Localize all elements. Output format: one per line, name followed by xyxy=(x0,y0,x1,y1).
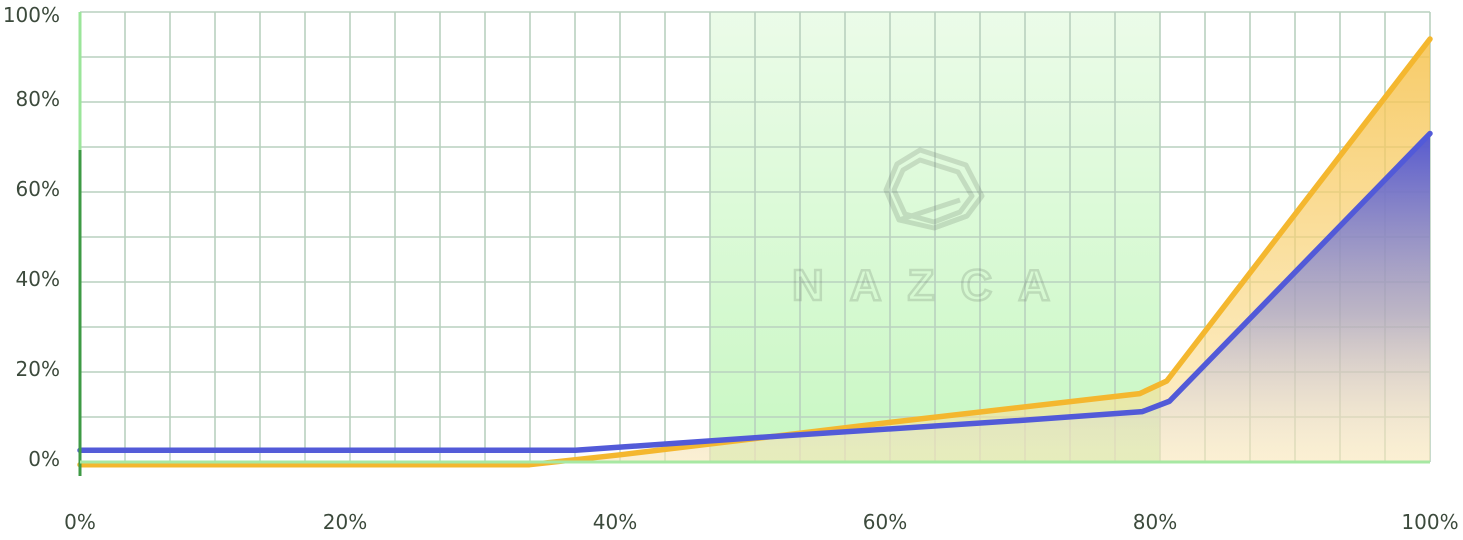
x-tick-label: 40% xyxy=(593,510,637,534)
watermark-text: NAZCA xyxy=(792,261,1076,310)
nazca-logo-icon xyxy=(883,147,985,231)
series-line-1 xyxy=(77,36,1433,468)
x-tick-label: 100% xyxy=(1401,510,1458,534)
x-tick-label: 80% xyxy=(1133,510,1177,534)
y-tick-label: 20% xyxy=(16,357,60,381)
y-tick-label: 80% xyxy=(16,87,60,111)
series-line-2 xyxy=(77,130,1433,454)
x-tick-label: 20% xyxy=(323,510,367,534)
x-tick-label: 60% xyxy=(863,510,907,534)
series-areas xyxy=(80,39,1430,465)
y-tick-label: 0% xyxy=(28,447,60,471)
series-lines xyxy=(77,36,1433,468)
x-tick-labels: 0% 20% 40% 60% 80% 100% xyxy=(64,510,1458,534)
axes xyxy=(78,12,1430,476)
x-tick-label: 0% xyxy=(64,510,96,534)
series-area-2 xyxy=(80,133,1430,462)
y-tick-label: 100% xyxy=(3,3,60,27)
y-tick-labels: 0% 20% 40% 60% 80% 100% xyxy=(3,3,60,471)
watermark: NAZCA xyxy=(791,147,1076,311)
y-tick-label: 60% xyxy=(16,177,60,201)
y-tick-label: 40% xyxy=(16,267,60,291)
